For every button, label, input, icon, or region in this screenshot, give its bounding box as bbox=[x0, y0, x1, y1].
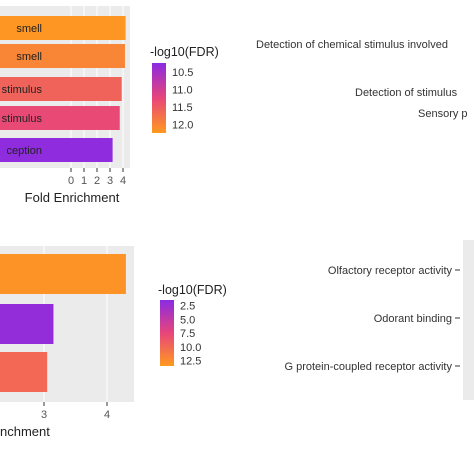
top-right-label-3: Sensory p bbox=[418, 108, 468, 120]
bottom-legend-tick-label: 5.0 bbox=[180, 314, 195, 326]
bottom-legend-ticks: 2.55.0 7.5 10.0 12.5 bbox=[180, 301, 201, 368]
top-legend-title: -log10(FDR) bbox=[150, 45, 219, 59]
top-bar bbox=[0, 44, 125, 68]
bottom-legend-tick-label: 7.5 bbox=[180, 328, 195, 340]
top-bars bbox=[0, 16, 126, 162]
top-legend-tick-label: 10.5 bbox=[172, 67, 193, 79]
bottom-legend-colorbar bbox=[160, 300, 174, 366]
top-right-label-2: Detection of stimulus bbox=[355, 87, 458, 99]
top-x-tick-label: 3 bbox=[107, 175, 113, 187]
top-category-label: stimulus bbox=[2, 113, 43, 125]
bottom-x-tick-label: 3 bbox=[41, 409, 47, 421]
top-legend-colorbar bbox=[152, 63, 166, 133]
top-legend-tick-label: 12.0 bbox=[172, 119, 193, 131]
top-bar bbox=[0, 77, 122, 101]
bottom-right-label-3: G protein-coupled receptor activity bbox=[284, 361, 452, 373]
bottom-legend-tick-label: 10.0 bbox=[180, 342, 201, 354]
bottom-bar bbox=[0, 352, 48, 392]
bottom-right-label-2: Odorant binding bbox=[374, 313, 452, 325]
bottom-legend-title: -log10(FDR) bbox=[158, 283, 227, 297]
bottom-legend-tick-label: 2.5 bbox=[180, 301, 195, 313]
top-category-label: smell bbox=[16, 51, 42, 63]
top-legend-tick-label: 11.0 bbox=[172, 84, 193, 96]
bottom-right-label-1: Olfactory receptor activity bbox=[328, 265, 453, 277]
top-bar bbox=[0, 138, 113, 162]
top-legend-ticks: 10.5 11.0 11.5 12.0 bbox=[172, 67, 193, 132]
top-x-axis-title: Fold Enrichment bbox=[25, 190, 120, 205]
bottom-bar bbox=[0, 304, 54, 344]
top-category-label: stimulus bbox=[2, 84, 43, 96]
bottom-bar bbox=[0, 254, 126, 294]
top-category-label: ception bbox=[7, 145, 42, 157]
top-category-labels: smell smell stimulus stimulus ception bbox=[2, 23, 43, 157]
top-x-tick-label: 2 bbox=[94, 175, 100, 187]
top-x-tick-label: 4 bbox=[120, 175, 126, 187]
bottom-bars bbox=[0, 254, 126, 392]
top-legend-tick-label: 11.5 bbox=[172, 102, 193, 114]
bottom-legend-tick-label: 12.5 bbox=[180, 356, 201, 368]
top-right-label-1: Detection of chemical stimulus involved bbox=[256, 39, 448, 51]
bottom-right-panel-edge bbox=[463, 240, 474, 400]
bottom-x-tick-label: 4 bbox=[104, 409, 110, 421]
top-x-tick-label: 1 bbox=[81, 175, 87, 187]
top-category-label: smell bbox=[16, 23, 42, 35]
top-x-tick-label: 0 bbox=[68, 175, 74, 187]
top-bar bbox=[0, 106, 120, 130]
bottom-x-axis-title: nchment bbox=[0, 424, 50, 439]
top-bar bbox=[0, 16, 126, 40]
